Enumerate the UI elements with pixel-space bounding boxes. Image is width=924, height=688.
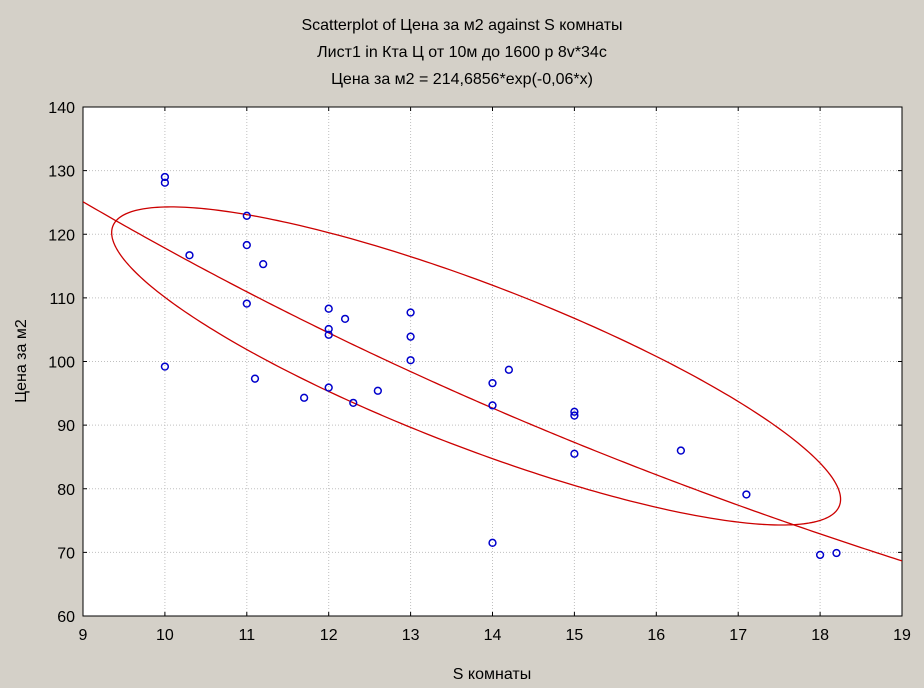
data-point (324, 304, 333, 313)
y-tick-label: 120 (48, 227, 75, 244)
x-tick-label: 15 (566, 627, 584, 644)
data-point (324, 324, 333, 334)
data-point (299, 393, 309, 402)
title-line-1: Scatterplot of Цена за м2 against S комн… (301, 17, 623, 34)
y-tick-label: 80 (57, 482, 75, 499)
confidence-ellipse (111, 206, 842, 526)
data-point (488, 538, 497, 547)
data-point (160, 362, 170, 371)
data-point (488, 401, 497, 410)
grid-lines (83, 107, 902, 616)
title-line-2: Лист1 in Кта Ц от 10м до 1600 р 8v*34c (317, 44, 607, 61)
x-tick-label: 16 (647, 627, 665, 644)
y-tick-label: 70 (57, 545, 75, 562)
y-tick-label: 140 (48, 100, 75, 117)
data-point (488, 378, 497, 388)
y-tick-label: 90 (57, 418, 75, 435)
y-axis-label: Цена за м2 (13, 319, 30, 403)
y-tick-label: 100 (48, 355, 75, 372)
x-tick-label: 14 (484, 627, 502, 644)
x-tick-label: 9 (79, 627, 88, 644)
data-point (570, 411, 579, 420)
data-point (242, 211, 251, 220)
y-tick-label: 130 (48, 164, 75, 181)
y-tick-label: 110 (49, 291, 75, 308)
x-tick-label: 10 (156, 627, 174, 644)
data-point (242, 240, 251, 250)
data-point (742, 490, 751, 499)
data-points (160, 172, 841, 560)
y-tick-label: 60 (57, 609, 75, 626)
axis-ticks (82, 106, 903, 617)
data-point (160, 178, 170, 187)
x-tick-label: 12 (320, 627, 338, 644)
data-point (340, 314, 350, 324)
y-tick-labels: 60 70 80 90 100 110 120 130 140 (48, 100, 75, 626)
data-point (324, 383, 333, 392)
data-point (504, 365, 514, 374)
data-point (832, 548, 841, 558)
data-point (250, 374, 260, 383)
data-point (259, 260, 268, 269)
title-line-3: Цена за м2 = 214,6856*exp(-0,06*x) (331, 71, 593, 88)
data-point (185, 251, 194, 260)
data-point (406, 356, 415, 365)
x-axis-label: S комнаты (453, 666, 531, 683)
data-point (406, 308, 415, 317)
x-tick-label: 17 (729, 627, 747, 644)
data-point (324, 330, 333, 339)
x-tick-label: 19 (893, 627, 911, 644)
data-point (242, 299, 251, 308)
x-tick-label: 18 (811, 627, 829, 644)
x-tick-label: 11 (238, 627, 255, 644)
data-point (570, 407, 579, 416)
data-point (815, 550, 825, 560)
data-point (349, 398, 358, 408)
chart-title: Scatterplot of Цена за м2 against S комн… (0, 12, 924, 93)
data-point (676, 446, 686, 455)
x-tick-label: 13 (402, 627, 420, 644)
x-tick-labels: 9 10 11 12 13 14 15 16 17 18 19 (79, 627, 911, 644)
data-point (570, 449, 579, 458)
data-point (160, 172, 170, 182)
data-point (373, 386, 382, 395)
data-point (406, 332, 415, 341)
